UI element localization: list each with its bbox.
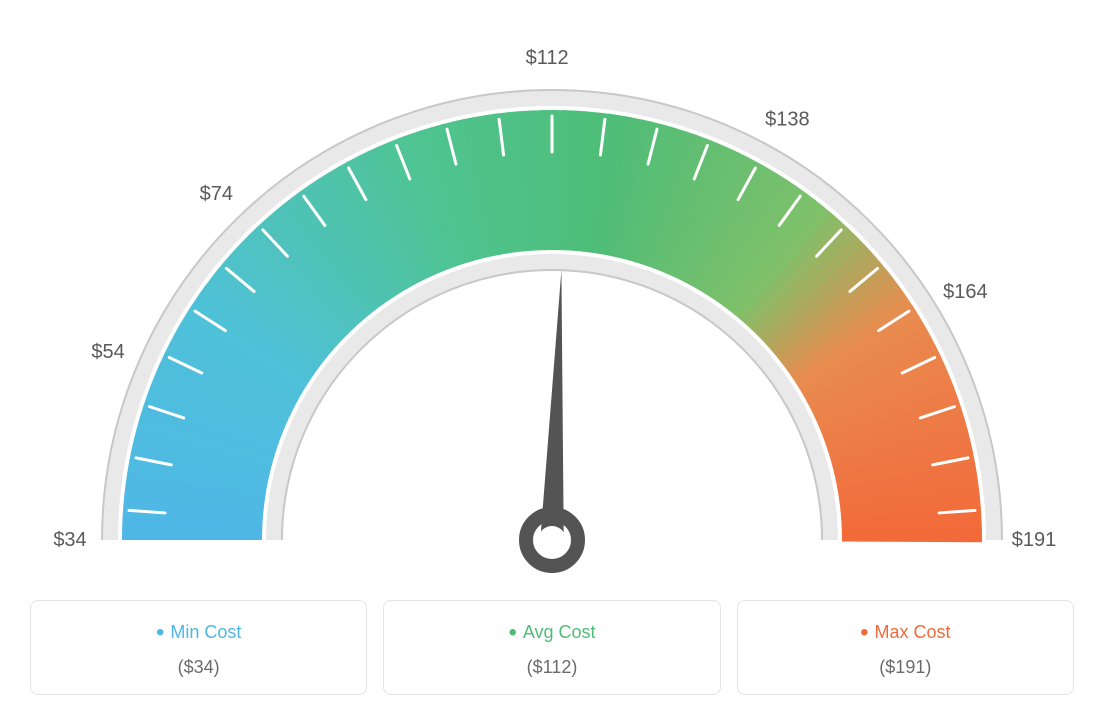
legend-card-max: Max Cost ($191) [737,600,1074,695]
legend-min-value: ($34) [41,657,356,678]
legend-avg-value: ($112) [394,657,709,678]
legend-card-avg: Avg Cost ($112) [383,600,720,695]
legend-avg-label: Avg Cost [394,619,709,647]
legend-min-label: Min Cost [41,619,356,647]
gauge-svg: $34 $54 $74 $112 $138 $164 $191 [30,20,1074,580]
legend-max-label: Max Cost [748,619,1063,647]
svg-text:$112: $112 [526,47,569,69]
svg-text:$34: $34 [53,529,86,551]
svg-text:$74: $74 [200,183,233,205]
svg-text:$54: $54 [91,341,124,363]
svg-text:$138: $138 [765,108,810,130]
svg-text:$191: $191 [1012,529,1057,551]
legend-max-value: ($191) [748,657,1063,678]
legend-row: Min Cost ($34) Avg Cost ($112) Max Cost … [30,600,1074,695]
legend-card-min: Min Cost ($34) [30,600,367,695]
gauge-chart: $34 $54 $74 $112 $138 $164 $191 [30,20,1074,580]
svg-text:$164: $164 [943,281,988,303]
